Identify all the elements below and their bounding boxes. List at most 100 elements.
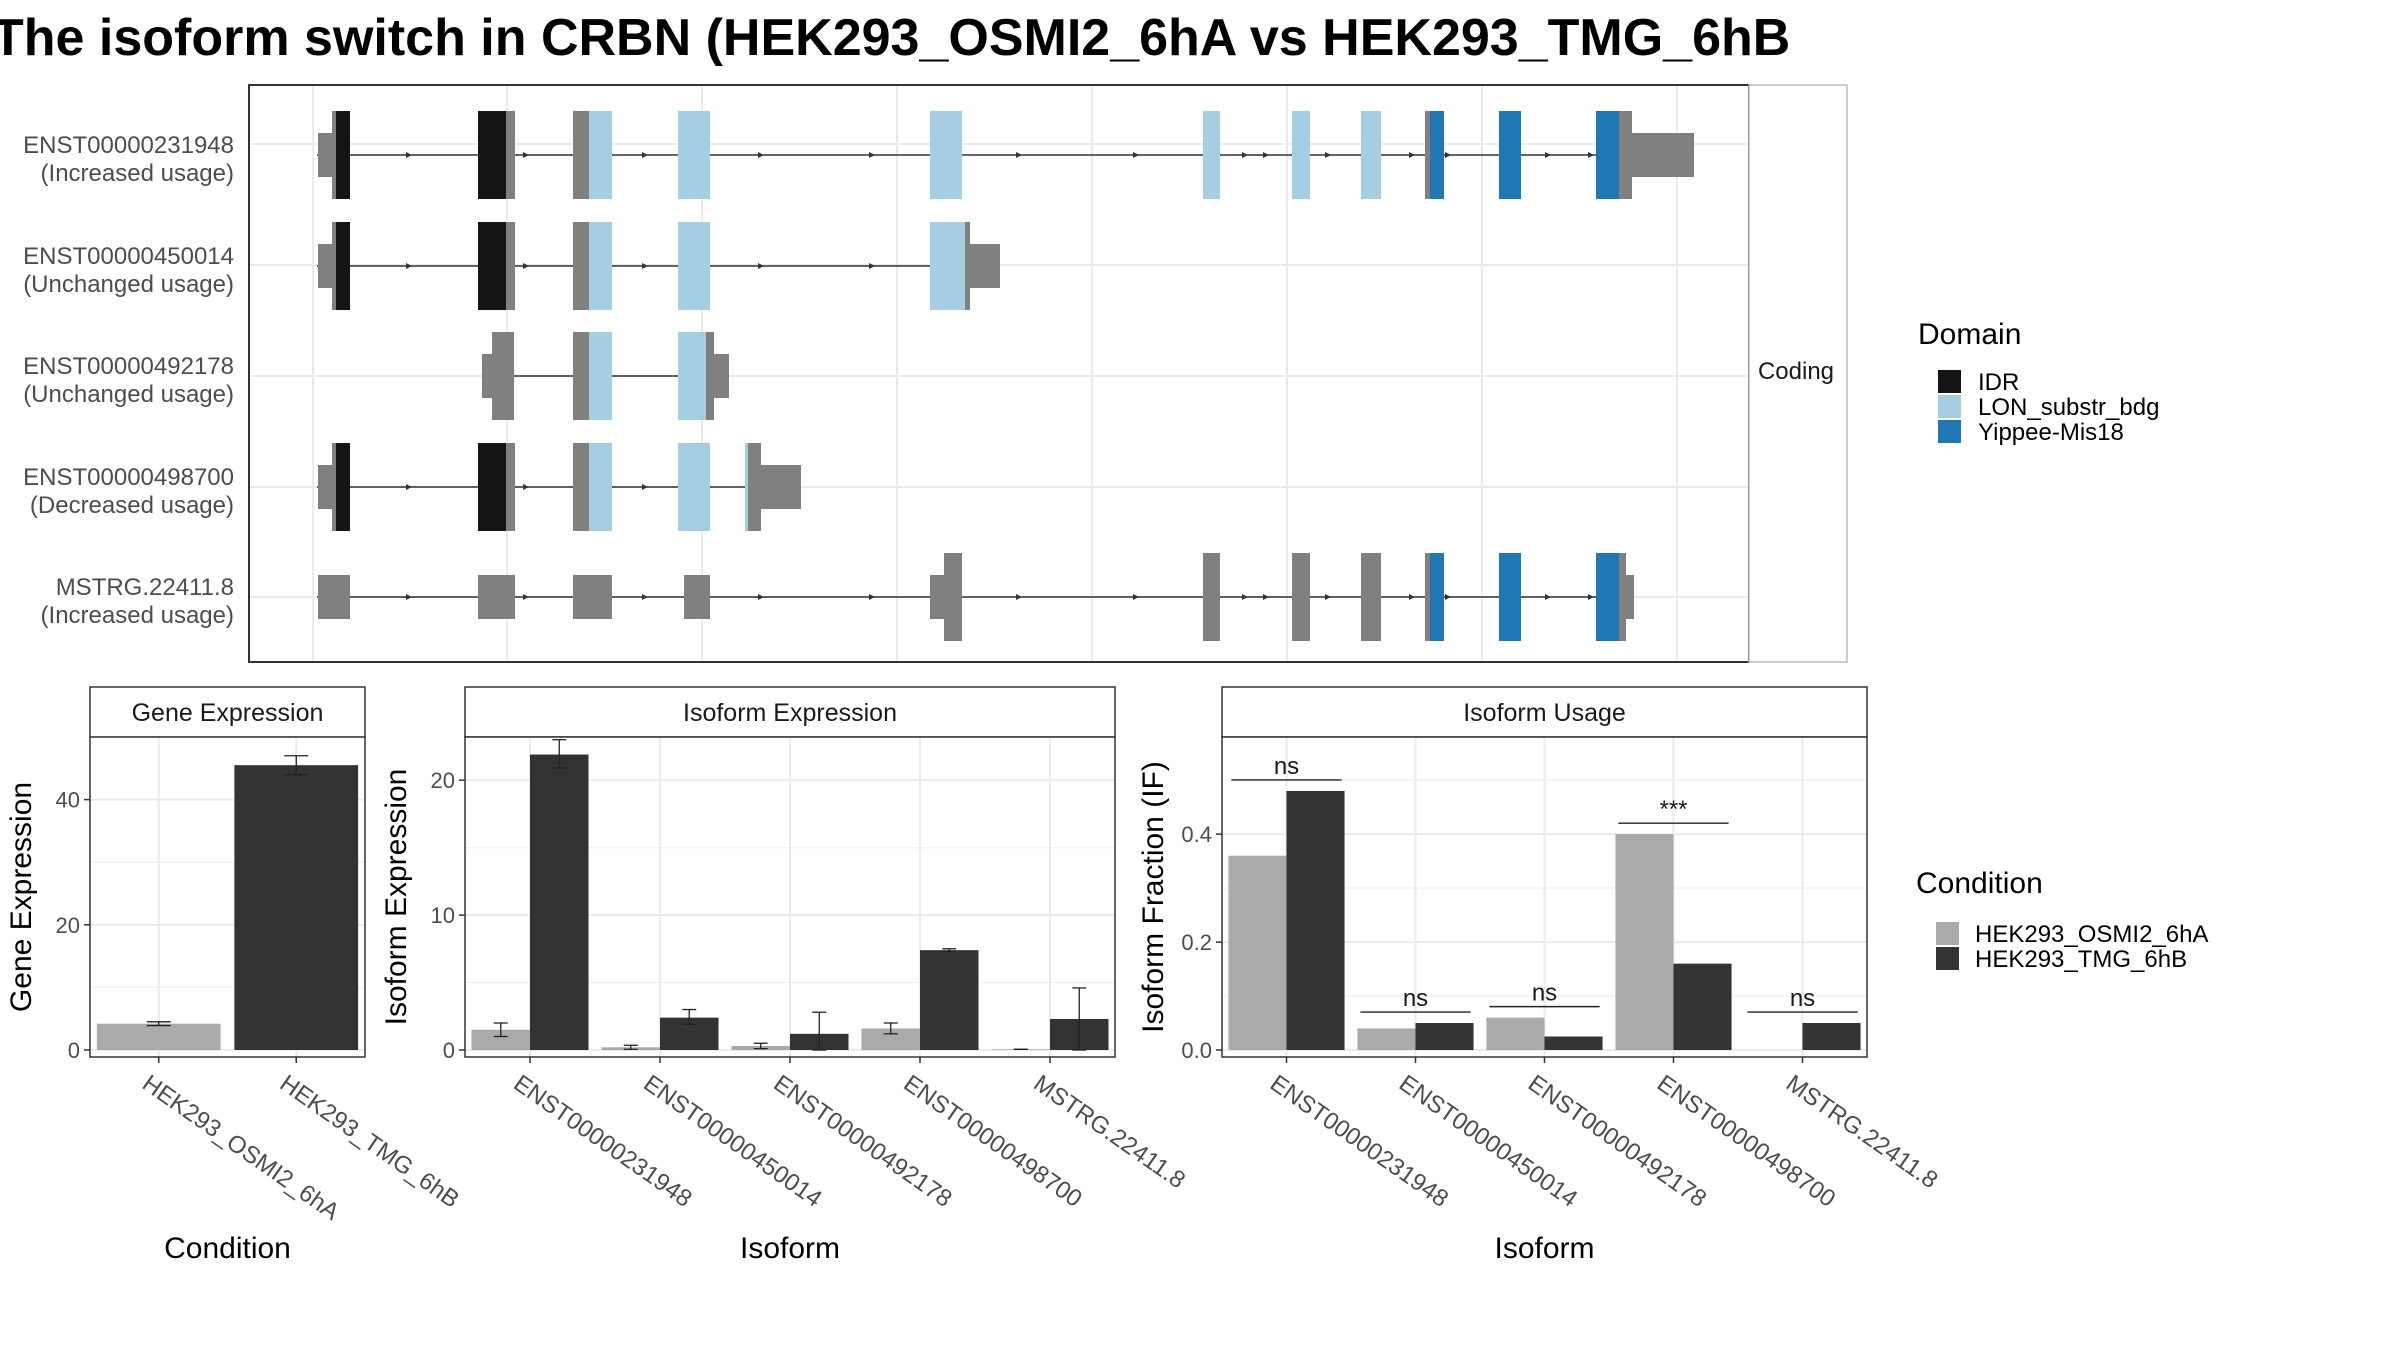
domain-block xyxy=(478,443,506,531)
domain-block xyxy=(1499,111,1521,199)
direction-arrow xyxy=(1445,594,1451,600)
exon-block xyxy=(1619,553,1626,641)
transcript-id-label: ENST00000450014 xyxy=(23,243,234,270)
direction-arrow xyxy=(523,263,529,269)
transcript-id-label: ENST00000498700 xyxy=(23,464,234,491)
direction-arrow xyxy=(523,152,529,158)
significance-label: ns xyxy=(1790,985,1815,1012)
direction-arrow xyxy=(1325,152,1331,158)
significance-label: *** xyxy=(1659,796,1687,823)
direction-arrow xyxy=(406,152,412,158)
x-axis-title: Condition xyxy=(164,1232,291,1265)
direction-arrow xyxy=(869,152,875,158)
exon-block xyxy=(492,332,514,420)
transcript-usage-label: (Unchanged usage) xyxy=(23,381,234,408)
domain-block xyxy=(930,111,962,199)
bar xyxy=(96,1023,221,1050)
panel-strip xyxy=(464,686,1116,738)
significance-label: ns xyxy=(1274,753,1299,780)
exon-block xyxy=(506,111,515,199)
direction-arrow xyxy=(642,263,648,269)
exon-block xyxy=(573,332,589,420)
transcript-usage-label: (Increased usage) xyxy=(41,160,234,187)
exon-block xyxy=(332,443,336,531)
bar xyxy=(1228,855,1287,1050)
bar xyxy=(920,950,979,1050)
direction-arrow xyxy=(406,263,412,269)
transcript-usage-label: (Unchanged usage) xyxy=(23,271,234,298)
direction-arrow xyxy=(758,594,764,600)
y-tick-label: 20 xyxy=(431,768,455,793)
exon-block xyxy=(1203,553,1220,641)
domain-legend-label: Yippee-Mis18 xyxy=(1978,419,2124,446)
direction-arrow xyxy=(1016,594,1022,600)
direction-arrow xyxy=(523,484,529,490)
transcript-labels: ENST00000231948(Increased usage)ENST0000… xyxy=(23,132,234,629)
exon-block xyxy=(573,443,589,531)
domain-legend-key xyxy=(1938,395,1961,418)
domain-block xyxy=(589,332,612,420)
transcript-usage-label: (Increased usage) xyxy=(41,602,234,629)
y-tick-label: 0 xyxy=(443,1038,455,1063)
exon-block xyxy=(573,222,589,310)
direction-arrow xyxy=(1545,152,1551,158)
exon-block xyxy=(970,244,1000,288)
exon-block xyxy=(318,465,332,509)
isoform-expression-panel: Isoform Expression01020ENST00000231948EN… xyxy=(380,686,1190,1265)
condition-legend-title: Condition xyxy=(1916,867,2043,900)
direction-arrow xyxy=(523,594,529,600)
exon-block xyxy=(965,222,970,310)
domain-block xyxy=(678,443,710,531)
direction-arrow xyxy=(1016,152,1022,158)
exon-block xyxy=(1425,111,1430,199)
domain-block xyxy=(336,111,350,199)
y-tick-label: 0.4 xyxy=(1181,822,1212,847)
domain-legend-key xyxy=(1938,370,1961,393)
domain-block xyxy=(1596,111,1619,199)
direction-arrow xyxy=(869,594,875,600)
domain-block xyxy=(1499,553,1521,641)
bar xyxy=(1615,834,1674,1050)
domain-block xyxy=(589,111,612,199)
exon-block xyxy=(318,244,332,288)
significance-label: ns xyxy=(1403,985,1428,1012)
bar xyxy=(1673,963,1732,1050)
exon-block xyxy=(506,443,515,531)
direction-arrow xyxy=(1263,594,1269,600)
domain-block xyxy=(1430,553,1444,641)
direction-arrow xyxy=(869,263,875,269)
y-tick-label: 20 xyxy=(56,913,80,938)
strip-label-coding: Coding xyxy=(1758,358,1834,385)
significance-label: ns xyxy=(1532,980,1557,1007)
domain-block xyxy=(589,443,612,531)
bar xyxy=(1357,1028,1416,1050)
exon-block xyxy=(1292,553,1310,641)
direction-arrow xyxy=(1133,594,1139,600)
domain-block xyxy=(478,111,506,199)
direction-arrow xyxy=(1545,594,1551,600)
exon-block xyxy=(761,465,801,509)
domain-block xyxy=(1203,111,1220,199)
exon-block xyxy=(1361,553,1381,641)
panel-strip-label: Isoform Expression xyxy=(683,699,897,727)
panel-strip xyxy=(89,686,366,738)
transcript-usage-label: (Decreased usage) xyxy=(30,492,234,519)
domain-block xyxy=(478,222,506,310)
exon-block xyxy=(506,222,515,310)
transcript-id-label: ENST00000231948 xyxy=(23,132,234,159)
exon-block xyxy=(944,553,962,641)
exon-block xyxy=(573,575,612,619)
domain-block xyxy=(930,222,965,310)
bar xyxy=(1802,1023,1861,1050)
y-tick-label: 0.2 xyxy=(1181,930,1212,955)
x-axis-title: Isoform xyxy=(1494,1232,1594,1265)
transcript-track xyxy=(482,332,729,420)
domain-block xyxy=(1292,111,1310,199)
plot-border xyxy=(89,736,366,1058)
transcript-track xyxy=(317,222,1000,310)
domain-legend-label: LON_substr_bdg xyxy=(1978,394,2159,421)
